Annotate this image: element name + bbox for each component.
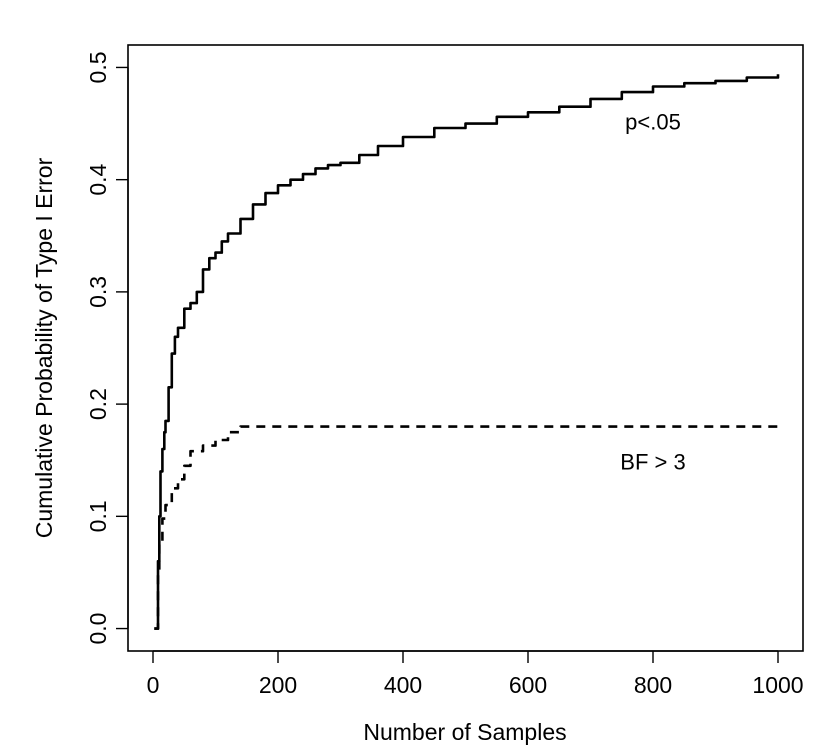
y-tick-label: 0.4 bbox=[85, 163, 111, 195]
x-tick-label: 1000 bbox=[752, 672, 803, 698]
annotation-layer: p<.05 BF > 3 bbox=[620, 109, 685, 474]
x-axis-label: Number of Samples bbox=[363, 719, 566, 745]
y-tick-label: 0.2 bbox=[85, 388, 111, 420]
series-line-dashed bbox=[154, 425, 778, 630]
plot-frame bbox=[127, 44, 804, 652]
y-tick-label: 0.5 bbox=[85, 51, 111, 83]
annotation-label: BF > 3 bbox=[620, 449, 685, 474]
series-line-solid bbox=[154, 74, 780, 630]
x-tick-label: 400 bbox=[384, 672, 422, 698]
y-tick-label: 0.3 bbox=[85, 276, 111, 308]
y-axis: 0.0 0.1 0.2 0.3 0.4 0.5 bbox=[85, 51, 129, 645]
annotation-label: p<.05 bbox=[625, 109, 681, 134]
y-tick-label: 0.0 bbox=[85, 613, 111, 645]
x-tick-label: 800 bbox=[634, 672, 672, 698]
y-axis-label: Cumulative Probability of Type I Error bbox=[31, 157, 57, 538]
x-tick-label: 200 bbox=[259, 672, 297, 698]
x-tick-label: 600 bbox=[509, 672, 547, 698]
x-axis: 0 200 400 600 800 1000 bbox=[147, 650, 804, 698]
x-tick-label: 0 bbox=[147, 672, 160, 698]
y-tick-label: 0.1 bbox=[85, 500, 111, 532]
series-layer bbox=[154, 74, 780, 630]
